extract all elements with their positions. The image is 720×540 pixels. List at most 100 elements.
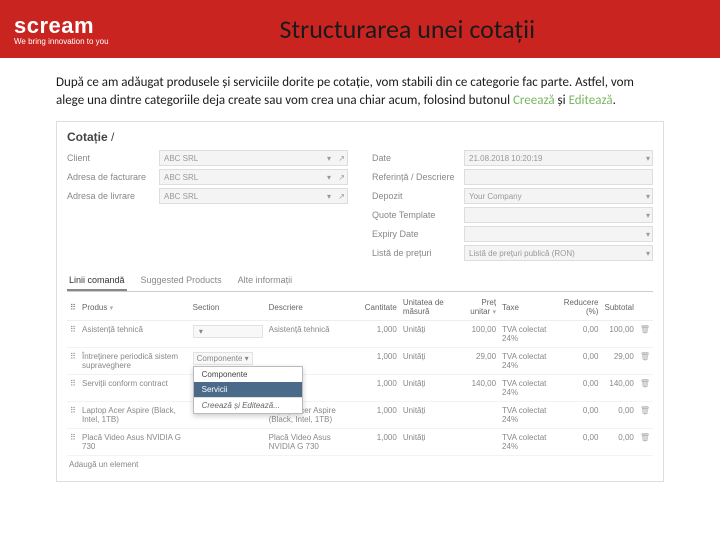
cell-disc[interactable]: 0,00 xyxy=(552,321,601,348)
input-tpl[interactable]: ▾ xyxy=(464,207,653,223)
brand-name: scream xyxy=(14,13,109,39)
drag-handle-icon[interactable]: ⠿ xyxy=(67,321,79,348)
chevron-down-icon[interactable]: ▾ xyxy=(646,154,650,163)
col-desc[interactable]: Descriere xyxy=(266,294,362,321)
input-ship[interactable]: ABC SRL ▾ ↗ xyxy=(159,188,348,204)
input-ref[interactable] xyxy=(464,169,653,185)
chevron-down-icon[interactable]: ▾ xyxy=(646,192,650,201)
cell-uom[interactable]: Unități xyxy=(400,348,458,375)
drag-handle-icon[interactable]: ⠿ xyxy=(67,375,79,402)
col-section[interactable]: Section xyxy=(190,294,266,321)
tab-order-lines[interactable]: Linii comandă xyxy=(67,271,127,291)
form-right-col: Date21.08.2018 10:20:19▾ Referință / Des… xyxy=(372,150,653,261)
chevron-down-icon[interactable]: ▾ xyxy=(646,249,650,258)
cell-section[interactable] xyxy=(190,429,266,456)
cell-product[interactable]: Asistență tehnică xyxy=(79,321,190,348)
cell-disc[interactable]: 0,00 xyxy=(552,429,601,456)
cell-uom[interactable]: Unități xyxy=(400,429,458,456)
cell-qty[interactable]: 1,000 xyxy=(362,321,400,348)
cell-qty[interactable]: 1,000 xyxy=(362,402,400,429)
cell-sub[interactable]: 29,00 xyxy=(601,348,636,375)
cell-section[interactable]: Componente ▾ComponenteServiciiCreează și… xyxy=(190,348,266,375)
cell-unit[interactable]: 140,00 xyxy=(458,375,499,402)
cell-tax[interactable]: TVA colectat 24% xyxy=(499,402,552,429)
cell-sub[interactable]: 0,00 xyxy=(601,429,636,456)
input-pl[interactable]: Listă de prețuri publică (RON)▾ xyxy=(464,245,653,261)
cell-tax[interactable]: TVA colectat 24% xyxy=(499,321,552,348)
tab-suggested[interactable]: Suggested Products xyxy=(139,271,224,291)
cell-desc[interactable]: Placă Video Asus NVIDIA G 730 xyxy=(266,429,362,456)
delete-row-icon[interactable]: 🗑 xyxy=(637,375,653,402)
cell-tax[interactable]: TVA colectat 24% xyxy=(499,429,552,456)
external-link-icon[interactable]: ↗ xyxy=(338,192,345,201)
add-line-link[interactable]: Adaugă un element xyxy=(67,456,653,473)
dd-option[interactable]: Servicii xyxy=(194,382,302,397)
delete-row-icon[interactable]: 🗑 xyxy=(637,348,653,375)
input-value: 21.08.2018 10:20:19 xyxy=(469,154,542,163)
col-qty[interactable]: Cantitate xyxy=(362,294,400,321)
delete-row-icon[interactable]: 🗑 xyxy=(637,429,653,456)
cell-uom[interactable]: Unități xyxy=(400,375,458,402)
delete-row-icon[interactable]: 🗑 xyxy=(637,402,653,429)
col-disc[interactable]: Reducere (%) xyxy=(552,294,601,321)
cell-product[interactable]: Întreținere periodică sistem supravegher… xyxy=(79,348,190,375)
external-link-icon[interactable]: ↗ xyxy=(338,173,345,182)
drag-handle-icon[interactable]: ⠿ xyxy=(67,348,79,375)
cell-product[interactable]: Placă Video Asus NVIDIA G 730 xyxy=(79,429,190,456)
field-billing: Adresa de facturare ABC SRL▾↗ xyxy=(67,169,348,185)
label-tpl: Quote Template xyxy=(372,210,460,220)
cell-sub[interactable]: 0,00 xyxy=(601,402,636,429)
cell-uom[interactable]: Unități xyxy=(400,402,458,429)
cell-product[interactable]: Laptop Acer Aspire (Black, Intel, 1TB) xyxy=(79,402,190,429)
drag-handle-icon[interactable]: ⠿ xyxy=(67,429,79,456)
input-dep[interactable]: Your Company▾ xyxy=(464,188,653,204)
chevron-down-icon[interactable]: ▾ xyxy=(327,173,331,182)
input-date[interactable]: 21.08.2018 10:20:19 ▾ xyxy=(464,150,653,166)
input-exp[interactable]: ▾ xyxy=(464,226,653,242)
label-ref: Referință / Descriere xyxy=(372,172,460,182)
cell-desc[interactable]: Asistență tehnică xyxy=(266,321,362,348)
label-dep: Depozit xyxy=(372,191,460,201)
col-uom[interactable]: Unitatea de măsură xyxy=(400,294,458,321)
cell-tax[interactable]: TVA colectat 24% xyxy=(499,348,552,375)
cell-sub[interactable]: 100,00 xyxy=(601,321,636,348)
input-value: ABC SRL xyxy=(164,154,198,163)
dd-option[interactable]: Componente xyxy=(194,367,302,382)
input-value: ABC SRL xyxy=(164,192,198,201)
dd-create-edit[interactable]: Creează și Editează... xyxy=(194,397,302,413)
brand-tagline: We bring innovation to you xyxy=(14,37,109,46)
cell-qty[interactable]: 1,000 xyxy=(362,375,400,402)
col-product[interactable]: Produs ▾ xyxy=(79,294,190,321)
cell-qty[interactable]: 1,000 xyxy=(362,348,400,375)
cell-tax[interactable]: TVA colectat 24% xyxy=(499,375,552,402)
chevron-down-icon[interactable]: ▾ xyxy=(327,154,331,163)
cell-sub[interactable]: 140,00 xyxy=(601,375,636,402)
cell-disc[interactable]: 0,00 xyxy=(552,402,601,429)
external-link-icon[interactable]: ↗ xyxy=(338,154,345,163)
col-tax[interactable]: Taxe xyxy=(499,294,552,321)
cell-section[interactable]: ▾ xyxy=(190,321,266,348)
cell-disc[interactable]: 0,00 xyxy=(552,375,601,402)
col-sub[interactable]: Subtotal xyxy=(601,294,636,321)
input-billing[interactable]: ABC SRL▾↗ xyxy=(159,169,348,185)
sort-icon[interactable]: ▾ xyxy=(493,309,497,316)
cell-unit[interactable]: 100,00 xyxy=(458,321,499,348)
chevron-down-icon[interactable]: ▾ xyxy=(646,230,650,239)
input-client[interactable]: ABC SRL ▾ ↗ xyxy=(159,150,348,166)
cell-unit[interactable] xyxy=(458,429,499,456)
cell-disc[interactable]: 0,00 xyxy=(552,348,601,375)
label-billing: Adresa de facturare xyxy=(67,172,155,182)
chevron-down-icon[interactable]: ▾ xyxy=(646,211,650,220)
delete-row-icon[interactable]: 🗑 xyxy=(637,321,653,348)
cell-unit[interactable]: 29,00 xyxy=(458,348,499,375)
col-unit[interactable]: Preț unitar ▾ xyxy=(458,294,499,321)
tab-other[interactable]: Alte informații xyxy=(236,271,295,291)
drag-handle-icon[interactable]: ⠿ xyxy=(67,402,79,429)
chevron-down-icon[interactable]: ▾ xyxy=(327,192,331,201)
sort-icon[interactable]: ▾ xyxy=(110,305,114,312)
cell-qty[interactable]: 1,000 xyxy=(362,429,400,456)
cell-unit[interactable] xyxy=(458,402,499,429)
cell-product[interactable]: Serviții conform contract xyxy=(79,375,190,402)
table-row: ⠿ Placă Video Asus NVIDIA G 730 Placă Vi… xyxy=(67,429,653,456)
cell-uom[interactable]: Unități xyxy=(400,321,458,348)
